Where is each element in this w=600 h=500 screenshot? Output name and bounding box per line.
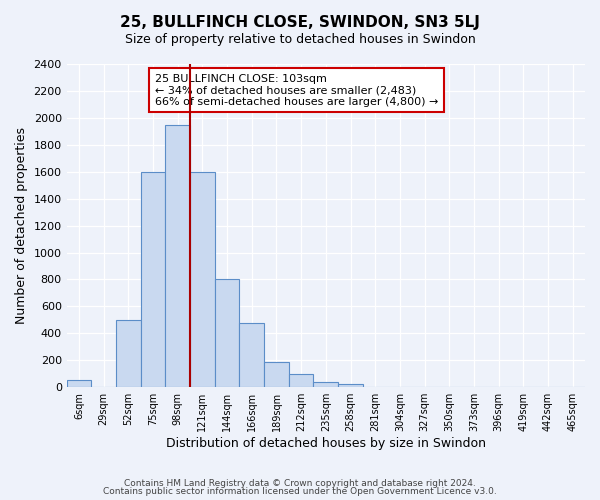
Bar <box>289 374 313 387</box>
Text: Contains public sector information licensed under the Open Government Licence v3: Contains public sector information licen… <box>103 487 497 496</box>
Y-axis label: Number of detached properties: Number of detached properties <box>15 127 28 324</box>
Bar <box>166 124 190 387</box>
Bar <box>313 382 338 387</box>
Bar <box>215 280 239 387</box>
X-axis label: Distribution of detached houses by size in Swindon: Distribution of detached houses by size … <box>166 437 486 450</box>
Text: Contains HM Land Registry data © Crown copyright and database right 2024.: Contains HM Land Registry data © Crown c… <box>124 478 476 488</box>
Text: 25, BULLFINCH CLOSE, SWINDON, SN3 5LJ: 25, BULLFINCH CLOSE, SWINDON, SN3 5LJ <box>120 15 480 30</box>
Bar <box>67 380 91 387</box>
Bar <box>141 172 166 387</box>
Bar <box>338 384 363 387</box>
Bar <box>264 362 289 387</box>
Bar <box>116 320 141 387</box>
Text: 25 BULLFINCH CLOSE: 103sqm
← 34% of detached houses are smaller (2,483)
66% of s: 25 BULLFINCH CLOSE: 103sqm ← 34% of deta… <box>155 74 438 107</box>
Bar <box>190 172 215 387</box>
Text: Size of property relative to detached houses in Swindon: Size of property relative to detached ho… <box>125 32 475 46</box>
Bar <box>239 323 264 387</box>
